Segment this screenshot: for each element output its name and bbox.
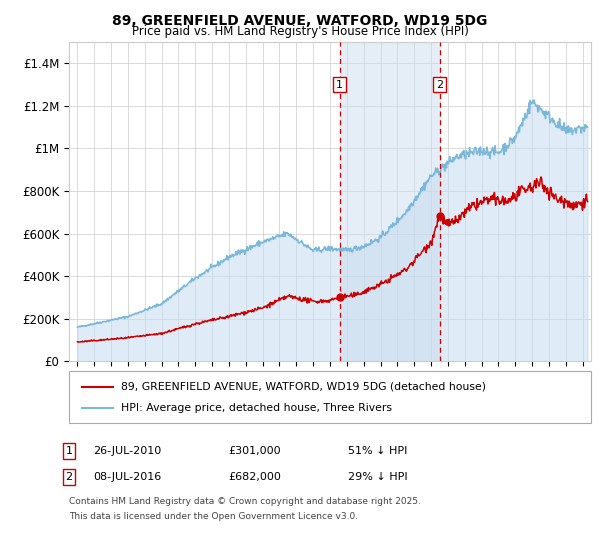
Text: 08-JUL-2016: 08-JUL-2016: [93, 472, 161, 482]
Text: Contains HM Land Registry data © Crown copyright and database right 2025.: Contains HM Land Registry data © Crown c…: [69, 497, 421, 506]
Bar: [340, 42, 440, 361]
Text: 29% ↓ HPI: 29% ↓ HPI: [348, 472, 407, 482]
Text: This data is licensed under the Open Government Licence v3.0.: This data is licensed under the Open Gov…: [69, 512, 358, 521]
Text: Price paid vs. HM Land Registry's House Price Index (HPI): Price paid vs. HM Land Registry's House …: [131, 25, 469, 38]
Text: 1: 1: [65, 446, 73, 456]
Text: 89, GREENFIELD AVENUE, WATFORD, WD19 5DG (detached house): 89, GREENFIELD AVENUE, WATFORD, WD19 5DG…: [121, 382, 486, 392]
Text: 2: 2: [436, 80, 443, 90]
Text: 2: 2: [65, 472, 73, 482]
Text: £301,000: £301,000: [228, 446, 281, 456]
Text: 51% ↓ HPI: 51% ↓ HPI: [348, 446, 407, 456]
Text: HPI: Average price, detached house, Three Rivers: HPI: Average price, detached house, Thre…: [121, 403, 392, 413]
FancyBboxPatch shape: [69, 371, 591, 423]
Text: 89, GREENFIELD AVENUE, WATFORD, WD19 5DG: 89, GREENFIELD AVENUE, WATFORD, WD19 5DG: [112, 14, 488, 28]
Text: 26-JUL-2010: 26-JUL-2010: [93, 446, 161, 456]
Text: 1: 1: [336, 80, 343, 90]
Text: £682,000: £682,000: [228, 472, 281, 482]
